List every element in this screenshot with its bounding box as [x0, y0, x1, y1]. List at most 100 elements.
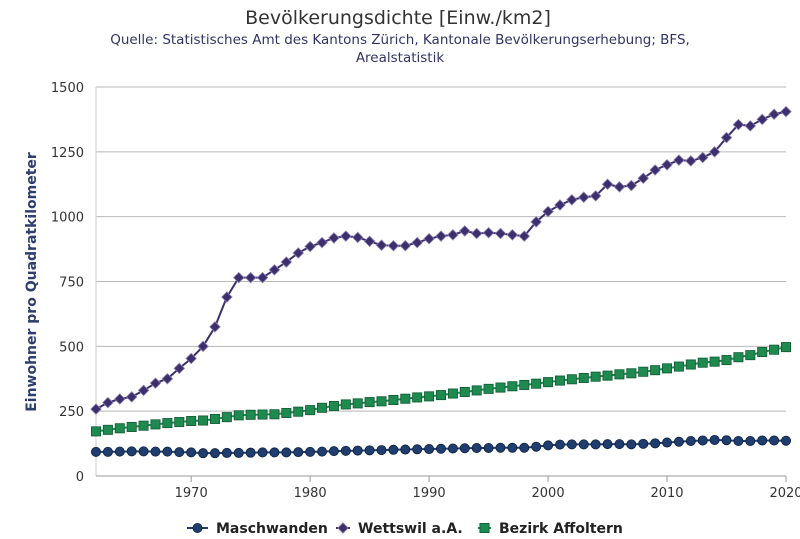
data-point-maschwanden: [745, 435, 756, 446]
data-point-wettswil-a-a: [494, 227, 507, 240]
x-axis-ticks: 1970 1980 1990 2000 2010 2020: [175, 476, 800, 501]
data-point-maschwanden: [435, 443, 446, 454]
data-point-wettswil-a-a: [625, 179, 638, 192]
data-point-wettswil-a-a: [114, 393, 126, 405]
legend: Maschwanden Wettswil a.A. Bezirk Affoltern: [187, 521, 623, 537]
data-point-wettswil-a-a: [161, 372, 174, 385]
data-point-maschwanden: [554, 439, 565, 450]
data-point-maschwanden: [483, 442, 494, 453]
legend-item[interactable]: Wettswil a.A.: [336, 521, 463, 537]
chart-title: Bevölkerungsdichte [Einw./km2]: [245, 7, 551, 29]
data-point-bezirk-affoltern: [209, 413, 220, 424]
data-point-wettswil-a-a: [268, 264, 281, 276]
data-point-bezirk-affoltern: [305, 405, 316, 416]
data-point-maschwanden: [150, 446, 161, 457]
data-point-wettswil-a-a: [221, 291, 233, 303]
legend-item[interactable]: Bezirk Affoltern: [478, 521, 623, 537]
data-point-maschwanden: [459, 443, 470, 454]
data-point-wettswil-a-a: [173, 362, 186, 375]
data-point-wettswil-a-a: [149, 377, 162, 389]
data-point-wettswil-a-a: [232, 271, 245, 284]
data-point-wettswil-a-a: [185, 352, 197, 365]
data-point-maschwanden: [447, 443, 458, 454]
legend-item[interactable]: Maschwanden: [187, 521, 328, 537]
y-tick-label: 1250: [51, 146, 84, 161]
y-axis-ticks: 0 250 500 750 1000 1250 1500: [51, 81, 84, 485]
data-point-maschwanden: [412, 444, 423, 455]
chart-subtitle-line-2: Arealstatistik: [356, 50, 445, 66]
data-point-bezirk-affoltern: [519, 379, 530, 390]
data-point-bezirk-affoltern: [424, 391, 435, 402]
data-point-maschwanden: [317, 446, 328, 457]
data-point-wettswil-a-a: [316, 236, 328, 249]
data-point-maschwanden: [209, 448, 220, 459]
data-point-wettswil-a-a: [506, 229, 519, 241]
x-tick-label: 2000: [532, 486, 565, 501]
data-point-wettswil-a-a: [125, 391, 138, 403]
data-point-wettswil-a-a: [649, 164, 661, 176]
data-point-bezirk-affoltern: [245, 409, 256, 420]
data-point-maschwanden: [757, 435, 768, 446]
data-point-bezirk-affoltern: [483, 383, 494, 394]
data-point-maschwanden: [733, 435, 744, 446]
data-point-bezirk-affoltern: [757, 347, 768, 358]
data-point-bezirk-affoltern: [114, 423, 125, 434]
data-point-maschwanden: [281, 447, 292, 458]
data-point-maschwanden: [578, 439, 589, 450]
data-point-maschwanden: [685, 435, 696, 446]
data-point-bezirk-affoltern: [590, 371, 601, 382]
data-point-bezirk-affoltern: [733, 352, 744, 363]
data-point-bezirk-affoltern: [447, 388, 458, 399]
x-tick-label: 2010: [650, 486, 683, 501]
data-point-maschwanden: [388, 444, 399, 455]
data-point-maschwanden: [400, 444, 411, 455]
data-point-maschwanden: [531, 441, 542, 452]
data-point-maschwanden: [424, 444, 435, 455]
data-point-maschwanden: [543, 440, 554, 451]
chart-subtitle-line-1: Quelle: Statistisches Amt des Kantons Zü…: [110, 32, 690, 48]
data-point-maschwanden: [293, 447, 304, 458]
legend-label: Wettswil a.A.: [358, 521, 463, 537]
data-point-wettswil-a-a: [197, 340, 209, 353]
data-point-wettswil-a-a: [577, 191, 590, 203]
data-point-bezirk-affoltern: [233, 410, 244, 421]
data-point-maschwanden: [364, 445, 375, 456]
data-point-wettswil-a-a: [387, 239, 400, 252]
data-point-maschwanden: [566, 439, 577, 450]
data-point-maschwanden: [114, 446, 125, 457]
data-point-wettswil-a-a: [351, 231, 364, 244]
data-point-bezirk-affoltern: [507, 381, 518, 392]
data-point-maschwanden: [721, 435, 732, 446]
data-point-bezirk-affoltern: [745, 350, 756, 361]
data-point-wettswil-a-a: [328, 232, 340, 244]
data-point-bezirk-affoltern: [471, 385, 482, 396]
data-point-bezirk-affoltern: [340, 399, 351, 410]
y-axis-label: Einwohner pro Quadratkilometer: [24, 152, 40, 412]
data-point-maschwanden: [602, 439, 613, 450]
data-point-wettswil-a-a: [209, 321, 221, 333]
data-point-bezirk-affoltern: [102, 424, 113, 435]
data-point-bezirk-affoltern: [364, 397, 375, 408]
data-point-wettswil-a-a: [780, 105, 792, 118]
data-point-maschwanden: [186, 447, 197, 458]
data-point-wettswil-a-a: [756, 113, 768, 126]
data-point-bezirk-affoltern: [566, 374, 577, 385]
data-point-maschwanden: [507, 442, 518, 453]
series-layer: [90, 105, 792, 459]
data-point-bezirk-affoltern: [685, 359, 696, 370]
data-point-maschwanden: [328, 446, 339, 457]
data-point-maschwanden: [126, 446, 137, 457]
y-tick-label: 500: [59, 340, 84, 355]
data-point-wettswil-a-a: [340, 230, 352, 242]
data-point-maschwanden: [376, 445, 387, 456]
x-tick-label: 2020: [769, 486, 800, 501]
legend-symbol: [337, 522, 349, 534]
data-point-wettswil-a-a: [708, 146, 721, 158]
data-point-wettswil-a-a: [601, 178, 614, 191]
data-point-bezirk-affoltern: [317, 402, 328, 413]
data-point-bezirk-affoltern: [435, 390, 446, 401]
data-point-bezirk-affoltern: [257, 409, 268, 420]
data-point-wettswil-a-a: [673, 154, 685, 166]
data-point-wettswil-a-a: [363, 235, 376, 248]
data-point-wettswil-a-a: [744, 120, 757, 132]
